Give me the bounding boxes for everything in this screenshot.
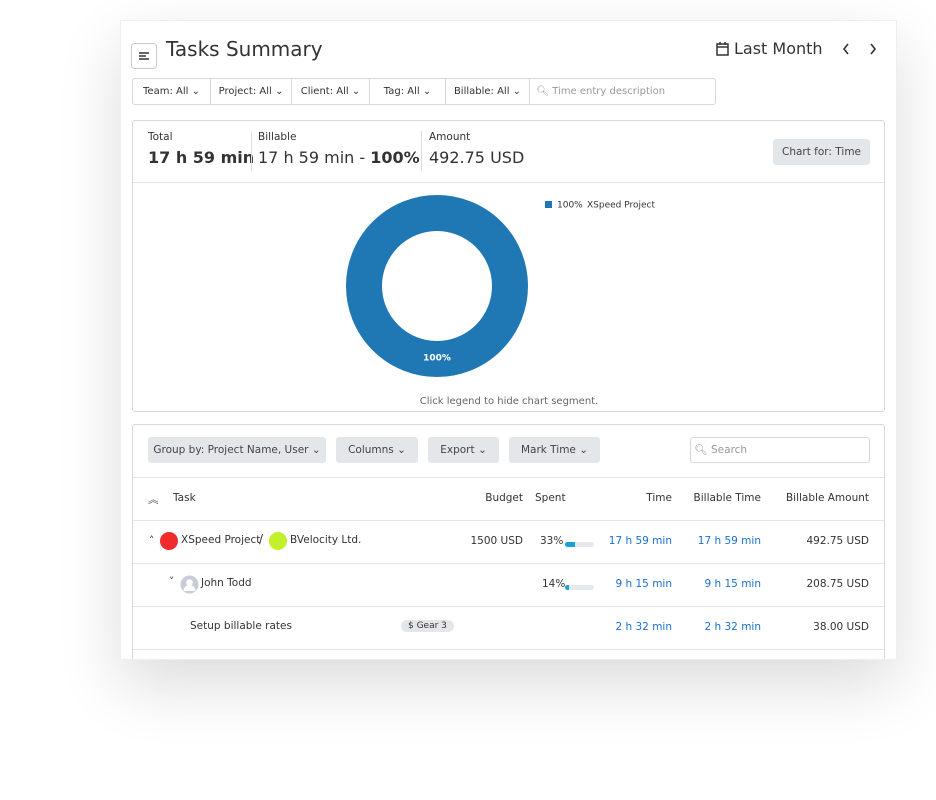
legend-swatch — [545, 201, 552, 208]
donut-segment — [346, 195, 528, 377]
project-name: XSpeed Project — [181, 534, 261, 546]
filter-tag[interactable]: Tag: All ⌄ — [370, 79, 446, 104]
filter-team[interactable]: Team: All ⌄ — [133, 79, 211, 104]
billable-amount: 38.00 USD — [813, 621, 869, 633]
table-search[interactable]: 🔍︎ Search — [690, 437, 870, 463]
time: 2 h 32 min — [615, 621, 672, 633]
table-panel: Group by: Project Name, User ⌄ Columns ⌄… — [132, 424, 885, 659]
summary-panel: Total 17 h 59 min Billable 17 h 59 min -… — [132, 120, 885, 412]
client-name: BVelocity Ltd. — [290, 534, 362, 546]
filter-label: Team: All — [143, 86, 189, 97]
billable-time: 2 h 32 min — [704, 621, 761, 633]
divider — [133, 606, 884, 607]
chart-for-button[interactable]: Chart for: Time — [773, 139, 870, 165]
amount-value: 492.75 USD — [429, 148, 525, 167]
chart-note: Click legend to hide chart segment. — [420, 396, 599, 407]
group-by-button[interactable]: Group by: Project Name, User ⌄ — [148, 437, 326, 463]
header-billable-time: Billable Time — [693, 492, 761, 504]
spent-track — [565, 585, 594, 590]
billable-time: 17 h 59 min — [258, 148, 355, 167]
header-budget: Budget — [485, 492, 523, 504]
period-nav[interactable] — [839, 42, 879, 56]
filter-client[interactable]: Client: All ⌄ — [292, 79, 370, 104]
button-label: Export — [440, 444, 475, 456]
collapse-all[interactable]: ︽ — [148, 494, 159, 506]
billable-amount: 208.75 USD — [806, 578, 869, 590]
divider — [133, 563, 884, 564]
filter-label: Billable: All — [453, 86, 510, 97]
calendar-icon — [716, 42, 729, 56]
expand-toggle[interactable]: ˅ — [169, 576, 175, 588]
spent-label: 33% — [540, 535, 564, 547]
filter-label: Project: All — [218, 86, 272, 97]
budget: 1500 USD — [470, 535, 524, 547]
billable-percent: 100% — [370, 148, 420, 167]
time: 17 h 59 min — [608, 535, 672, 547]
header-time: Time — [646, 492, 672, 504]
legend-label: XSpeed Project — [587, 201, 656, 211]
filter-label: Tag: All — [383, 86, 420, 97]
spent-label: 14% — [542, 578, 566, 590]
user-name: John Todd — [201, 577, 252, 589]
divider — [133, 182, 884, 183]
divider — [133, 649, 884, 650]
project-color — [160, 532, 178, 550]
header-billable-amount: Billable Amount — [785, 492, 869, 504]
header-task: Task — [173, 492, 196, 504]
task-name: Setup billable rates — [190, 620, 292, 632]
columns-button[interactable]: Columns ⌄ — [336, 437, 418, 463]
filter-bar: Team: All ⌄ Project: All ⌄ Client: All ⌄… — [132, 78, 716, 105]
segment-label: 100% — [423, 354, 451, 364]
filter-label: Client: All — [300, 86, 349, 97]
spent-track — [565, 542, 594, 547]
billable-amount: 492.75 USD — [806, 535, 869, 547]
spent-bar — [565, 585, 570, 590]
billable-time: 17 h 59 min — [697, 535, 761, 547]
amount-label: Amount — [429, 131, 471, 143]
legend-value: 100% — [557, 201, 583, 211]
button-label: Group by: Project Name, User — [153, 444, 309, 456]
button-label: Columns — [348, 444, 394, 456]
divider — [421, 131, 422, 171]
donut-chart: 100% 100% XSpeed Project Click legend to hi… — [346, 195, 656, 407]
divider — [133, 520, 884, 521]
billable-time: 9 h 15 min — [704, 578, 761, 590]
user-avatar — [180, 575, 199, 594]
divider-slash: / — [259, 532, 264, 546]
page-title: Tasks Summary — [166, 37, 323, 61]
menu-icon — [139, 52, 149, 60]
total-value: 17 h 59 min — [148, 148, 255, 167]
search-placeholder: Search — [711, 444, 748, 456]
button-label: Mark Time — [520, 444, 576, 456]
separator: - — [359, 148, 366, 167]
task-tag: $ Gear 3 — [401, 620, 454, 632]
total-label: Total — [148, 131, 173, 143]
spent-bar — [565, 542, 575, 547]
search-placeholder: Time entry description — [552, 86, 666, 97]
report-card: Tasks Summary Last Month Team: All ⌄ Pro… — [120, 20, 897, 660]
filter-billable[interactable]: Billable: All ⌄ — [446, 79, 530, 104]
billable-value: 17 h 59 min - 100% — [258, 148, 420, 167]
divider — [133, 477, 884, 478]
expand-toggle[interactable]: ˄ — [149, 535, 155, 547]
header-spent: Spent — [535, 492, 566, 504]
export-button[interactable]: Export ⌄ — [428, 437, 499, 463]
description-search[interactable]: 🔍︎ Time entry description — [530, 86, 666, 97]
time: 9 h 15 min — [615, 578, 672, 590]
menu-button[interactable] — [131, 43, 157, 69]
filter-project[interactable]: Project: All ⌄ — [211, 79, 292, 104]
period-selector[interactable]: Last Month — [734, 39, 823, 58]
mark-time-button[interactable]: Mark Time ⌄ — [509, 437, 600, 463]
client-color — [269, 532, 287, 550]
divider — [251, 131, 252, 171]
billable-label: Billable — [258, 131, 297, 143]
